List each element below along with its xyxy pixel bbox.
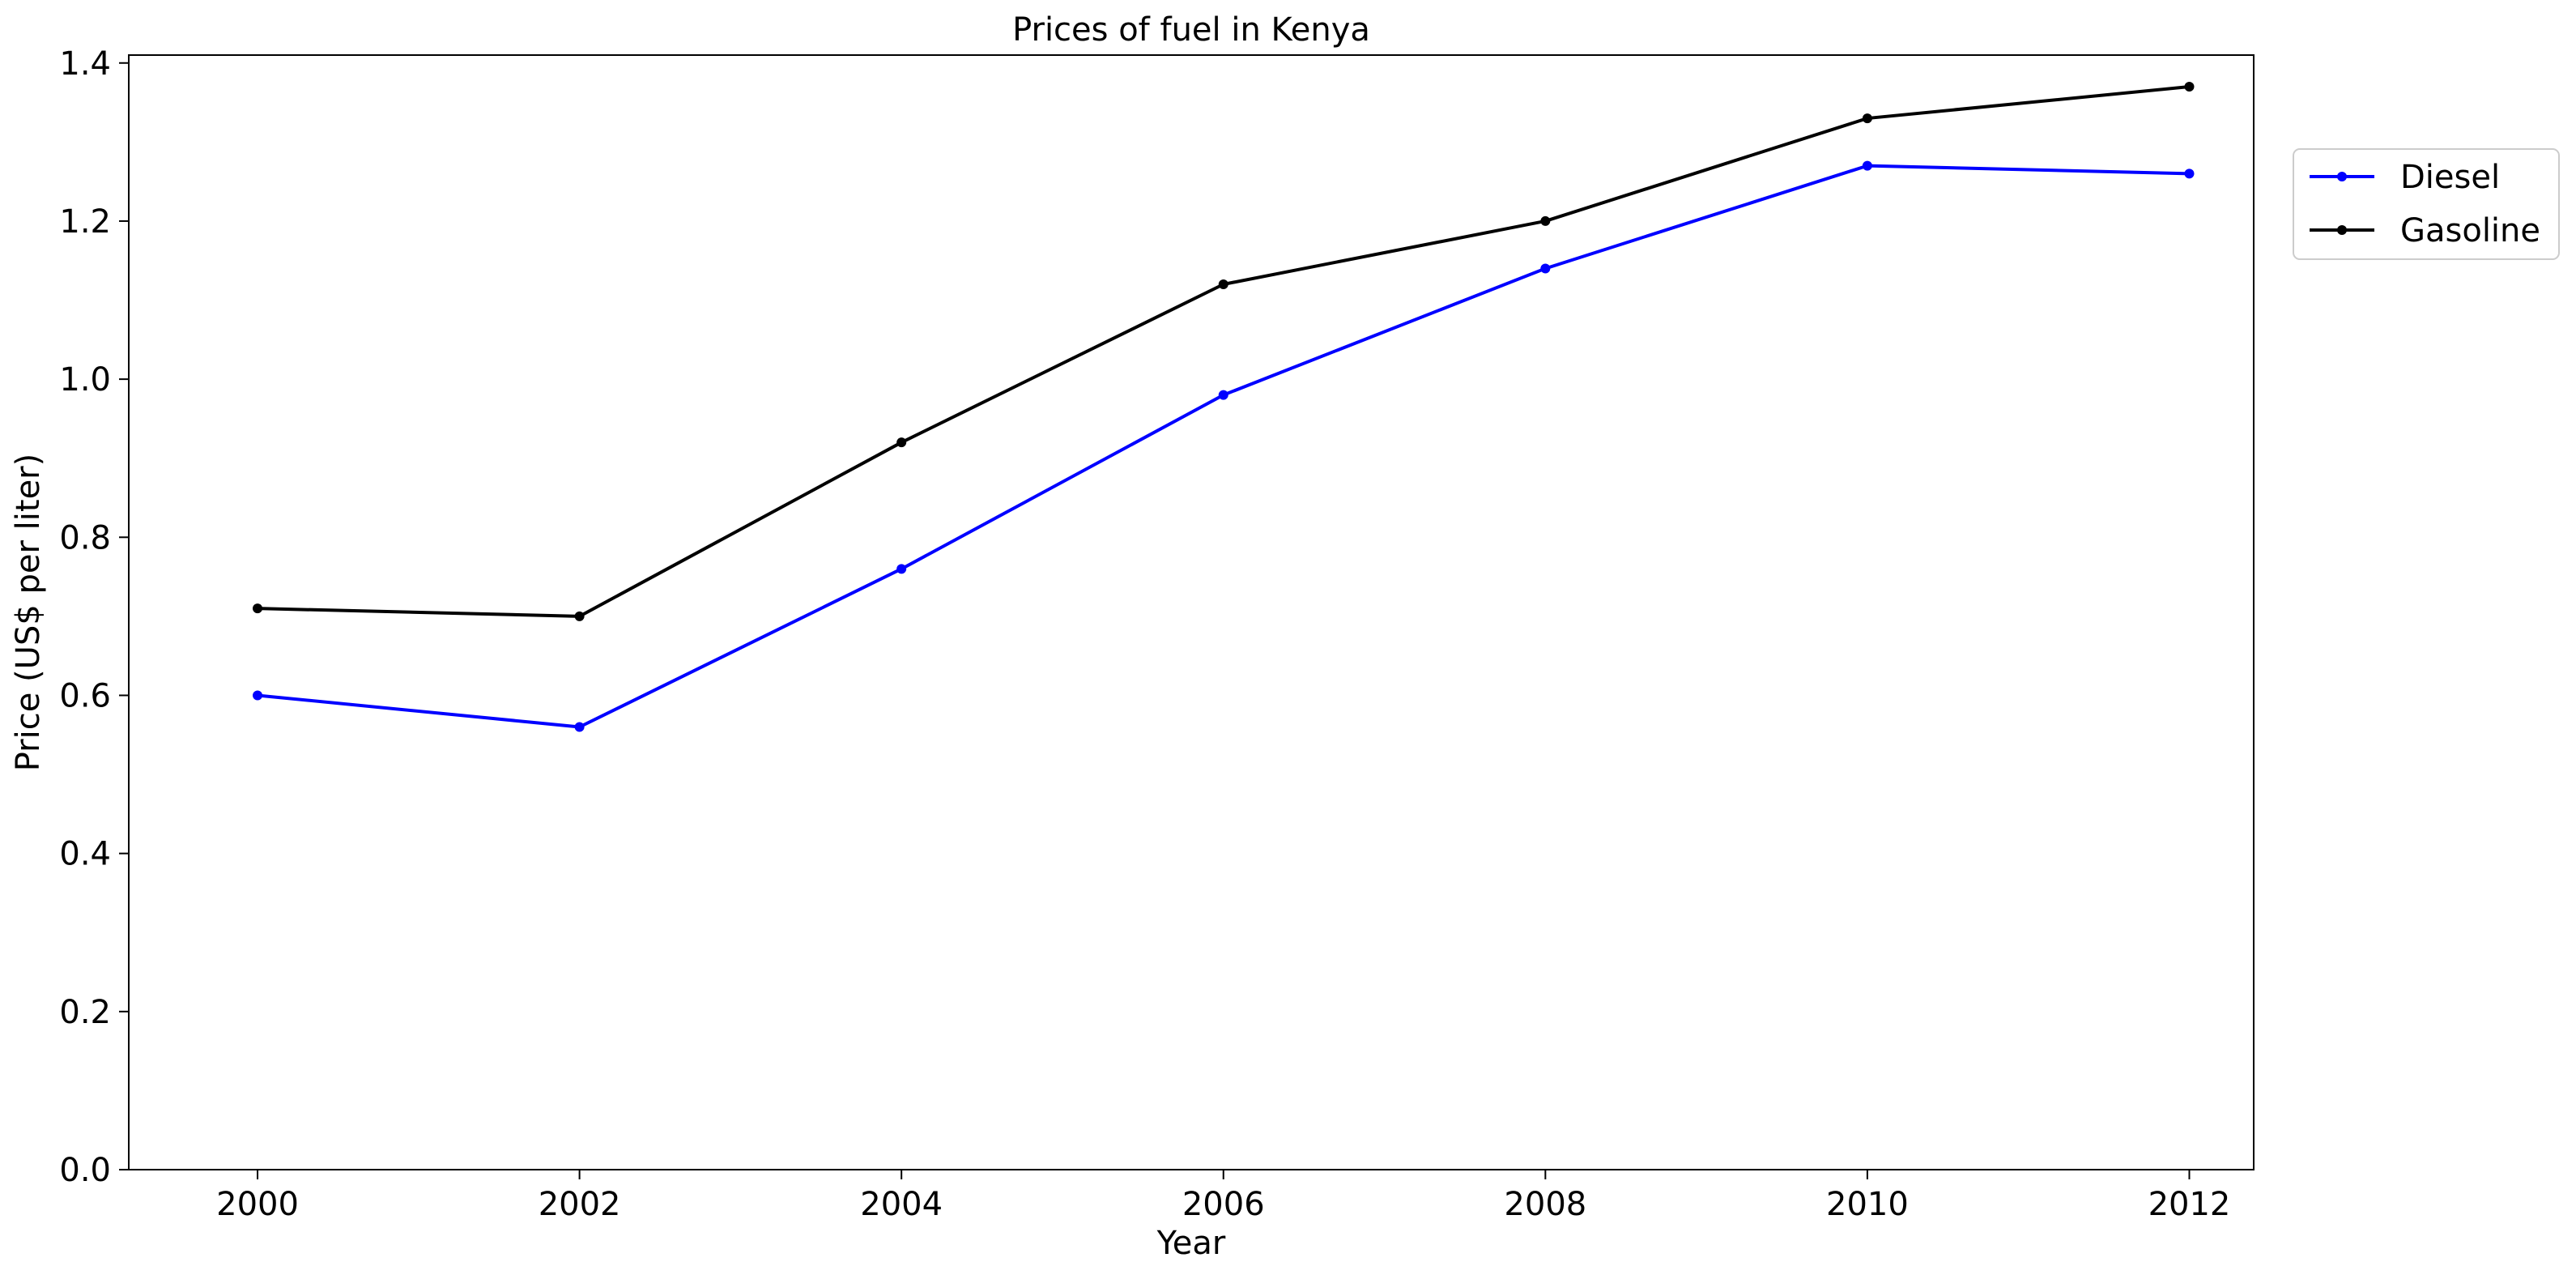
chart-title: Prices of fuel in Kenya — [1012, 11, 1370, 49]
x-tick-label: 2008 — [1504, 1186, 1586, 1223]
data-point-diesel — [574, 722, 585, 732]
y-tick-label: 1.4 — [59, 45, 111, 83]
y-tick-label: 1.2 — [59, 203, 111, 241]
data-point-diesel — [1862, 160, 1872, 171]
data-point-gasoline — [1862, 113, 1872, 124]
legend-label-diesel: Diesel — [2400, 159, 2500, 196]
x-tick-label: 2012 — [2148, 1186, 2231, 1223]
data-point-gasoline — [896, 437, 907, 448]
data-point-diesel — [896, 564, 907, 574]
y-tick-label: 1.0 — [59, 361, 111, 399]
data-point-diesel — [1218, 390, 1228, 400]
y-tick-label: 0.8 — [59, 519, 111, 556]
x-tick-label: 2000 — [216, 1186, 299, 1223]
x-tick-label: 2004 — [860, 1186, 943, 1223]
y-tick-label: 0.0 — [59, 1152, 111, 1189]
data-point-diesel — [1540, 263, 1551, 274]
legend-marker-diesel — [2337, 172, 2347, 181]
x-axis: 2000 2002 2004 2006 2008 2010 2012 — [216, 1170, 2230, 1223]
y-tick-label: 0.2 — [59, 994, 111, 1031]
legend: Diesel Gasoline — [2293, 148, 2560, 260]
plot-area: 2000 2002 2004 2006 2008 2010 2012 0.00.20.40.… — [59, 45, 2255, 1223]
data-point-gasoline — [253, 603, 263, 614]
series-group — [253, 82, 2195, 732]
data-point-gasoline — [574, 611, 585, 621]
y-tick-label: 0.4 — [59, 836, 111, 873]
legend-marker-gasoline — [2337, 225, 2347, 235]
y-axis: 0.0 0.2 0.4 0.6 0.8 1.0 1.2 1.4 — [59, 45, 129, 1189]
x-tick-label: 2010 — [1826, 1186, 1909, 1223]
data-point-diesel — [253, 690, 263, 701]
data-point-gasoline — [1218, 279, 1228, 290]
x-tick-label: 2006 — [1182, 1186, 1265, 1223]
y-axis-title: Price (US$ per liter) — [10, 454, 47, 771]
data-point-gasoline — [1540, 215, 1551, 226]
data-point-diesel — [2184, 168, 2195, 179]
legend-items: Diesel Gasoline — [2310, 159, 2540, 249]
x-axis-title: Year — [1156, 1225, 1226, 1262]
data-point-gasoline — [2184, 82, 2195, 92]
x-tick-label: 2002 — [539, 1186, 621, 1223]
y-tick-label: 0.6 — [59, 677, 111, 714]
legend-label-gasoline: Gasoline — [2400, 212, 2540, 249]
